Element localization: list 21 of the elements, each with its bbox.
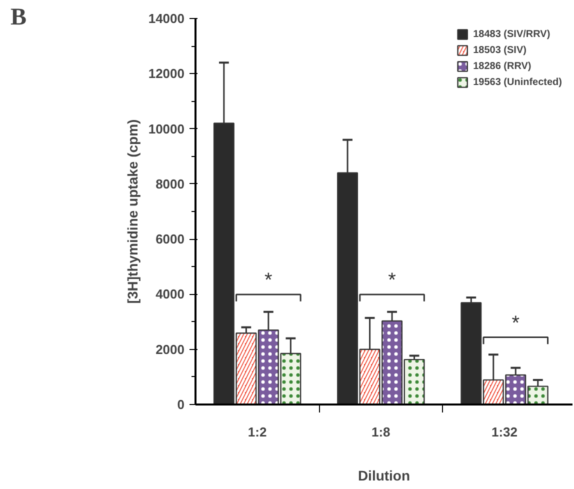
y-axis-title: [3H]thymidine uptake (cpm) [124, 119, 140, 304]
y-tick-label: 6000 [156, 232, 184, 247]
legend-label: 18503 (SIV) [473, 44, 526, 56]
annotation: * [264, 270, 273, 292]
legend-label: 18286 (RRV) [473, 60, 532, 72]
legend-label: 18483 (SIV/RRV) [473, 28, 550, 40]
legend-label: 19563 (Uninfected) [473, 76, 562, 88]
y-tick-label: 12000 [148, 66, 185, 82]
y-tick-label: 8000 [156, 176, 184, 192]
y-tick-label: 14000 [148, 11, 185, 26]
y-tick-label: 4000 [156, 286, 184, 302]
x-axis-title: Dilution [358, 468, 410, 484]
annotation: * [512, 312, 520, 334]
x-tick-label: 1:2 [248, 424, 267, 440]
x-tick-label: 1:32 [492, 424, 518, 440]
y-tick-label: 2000 [156, 342, 184, 357]
annotation: * [388, 270, 396, 292]
y-tick-label: 0 [177, 397, 185, 412]
text: B [10, 4, 27, 30]
y-tick-label: 10000 [148, 121, 185, 136]
x-tick-label: 1:8 [372, 424, 390, 440]
